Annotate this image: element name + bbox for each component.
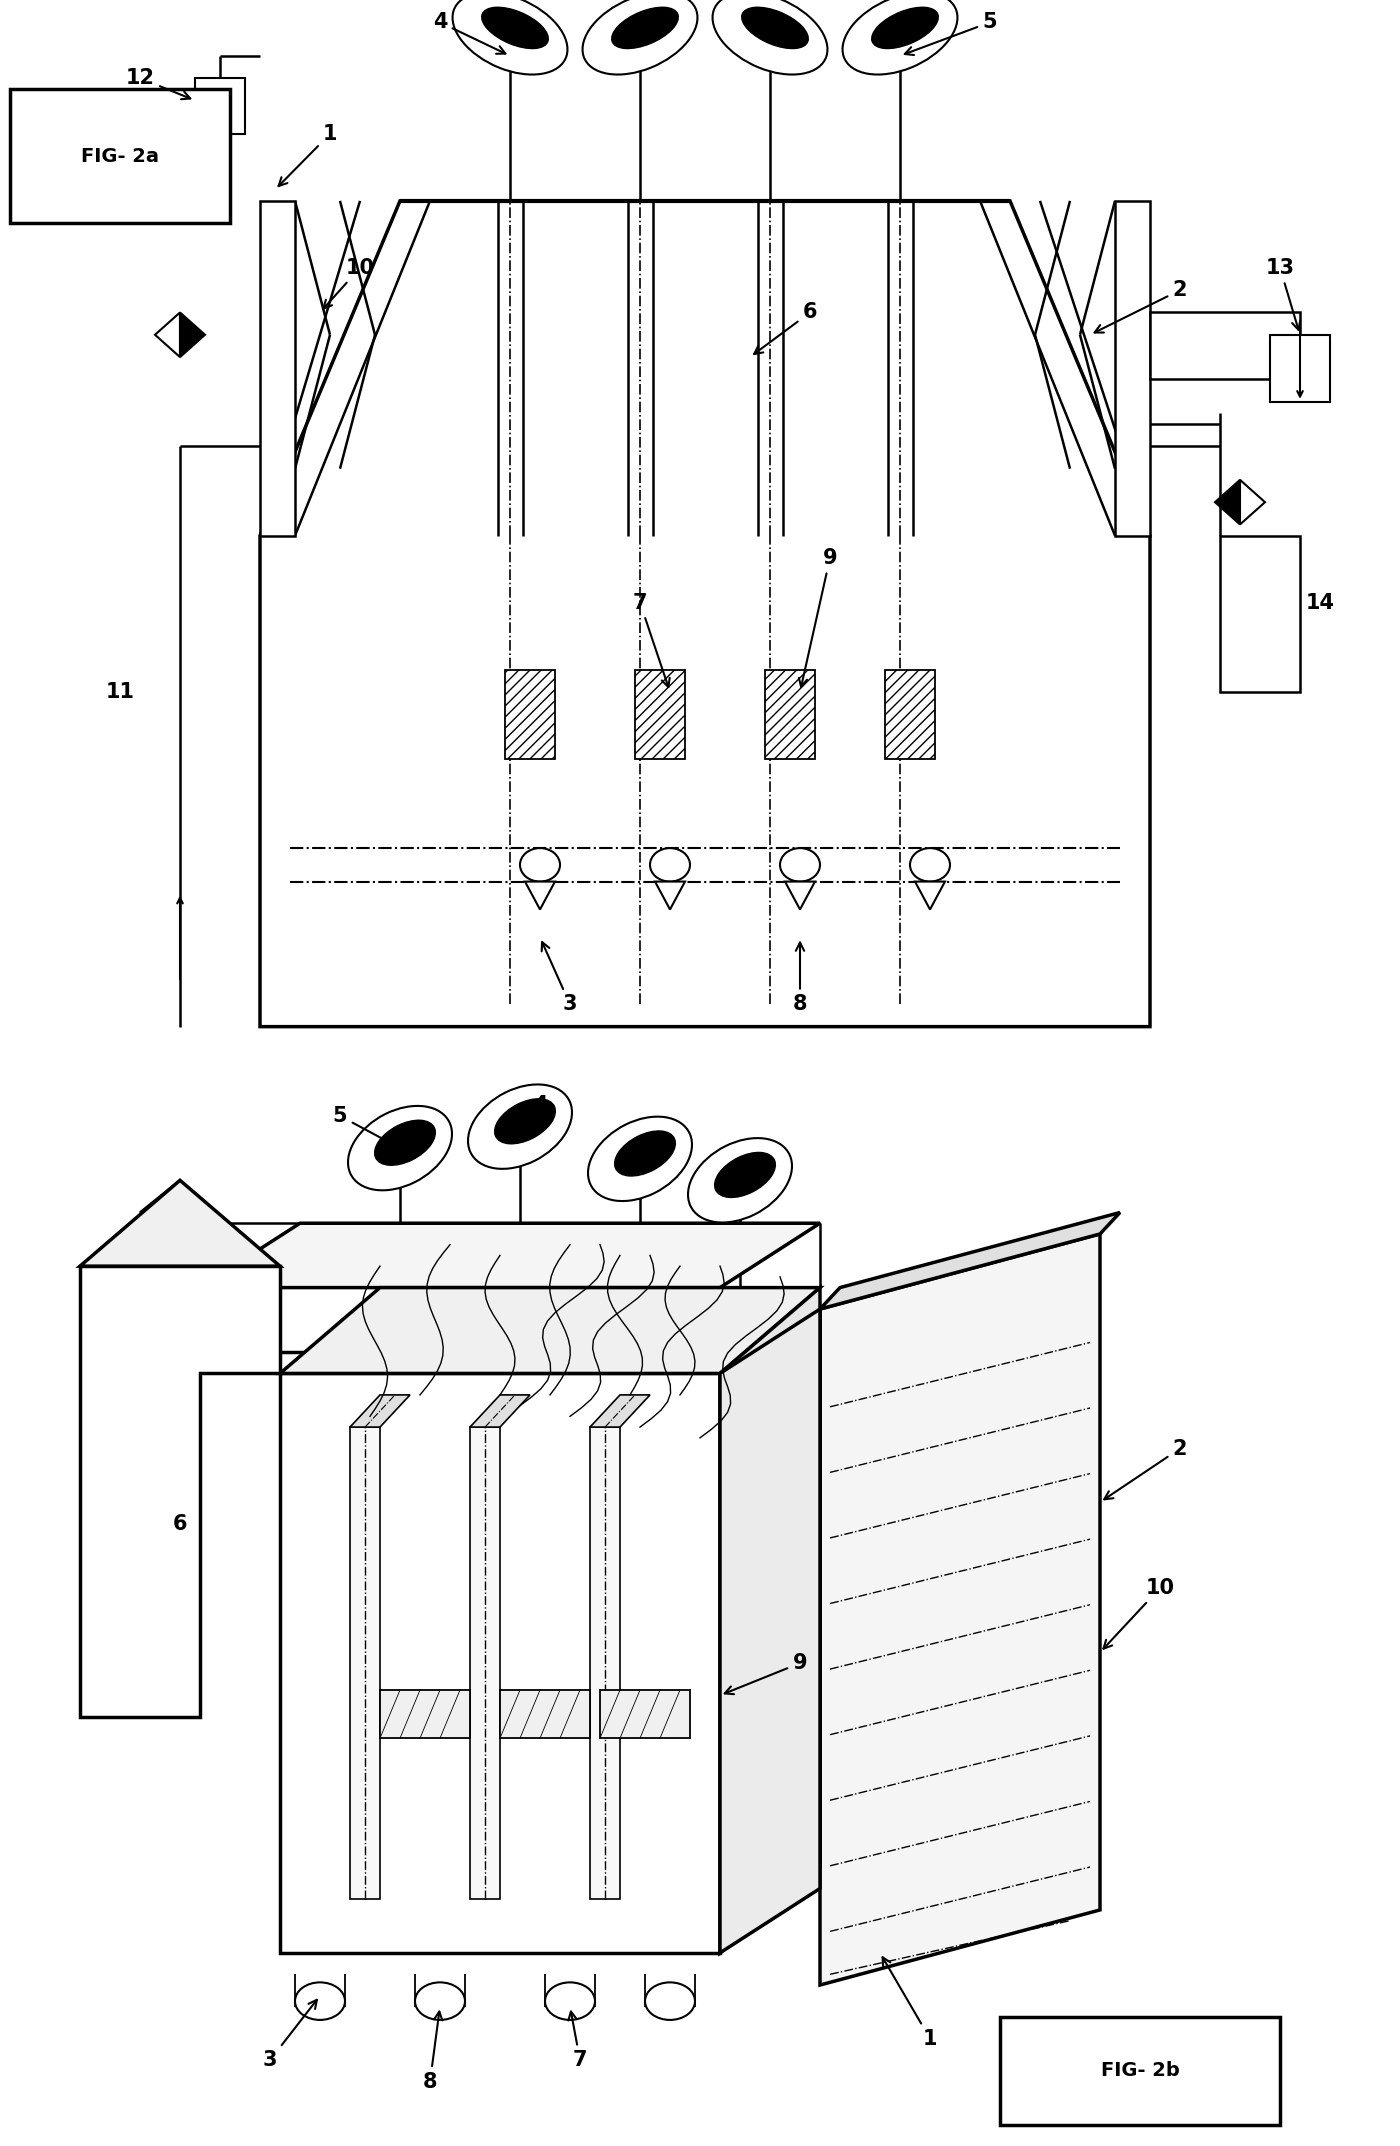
Text: 10: 10 [323,258,375,309]
Bar [379,1691,470,1738]
Text: 3: 3 [263,2000,316,2071]
Polygon shape [80,1180,280,1266]
Ellipse shape [742,6,808,49]
Polygon shape [1215,481,1240,524]
Polygon shape [470,1395,531,1427]
Polygon shape [155,313,181,356]
Ellipse shape [843,0,958,75]
Bar [260,202,295,536]
Text: 10: 10 [1103,1577,1175,1648]
Polygon shape [260,202,1149,1026]
Text: 13: 13 [1266,258,1301,330]
Text: 9: 9 [799,547,837,687]
Polygon shape [80,1266,280,1717]
Text: 5: 5 [333,1105,395,1146]
Text: 12: 12 [126,69,190,99]
Ellipse shape [645,1983,694,2019]
Text: 7: 7 [633,592,669,687]
Ellipse shape [650,848,690,882]
Ellipse shape [468,1084,573,1170]
Text: 11: 11 [105,682,134,702]
Polygon shape [720,1309,820,1953]
Polygon shape [470,1427,500,1899]
Polygon shape [350,1395,410,1427]
Bar [195,77,245,133]
Polygon shape [280,1288,820,1373]
Bar [500,1691,589,1738]
Ellipse shape [910,848,951,882]
Bar [505,670,554,760]
Ellipse shape [582,0,697,75]
Text: 8: 8 [423,2011,442,2092]
Polygon shape [655,882,685,910]
Ellipse shape [687,1137,792,1223]
Polygon shape [916,882,945,910]
Bar [1000,2017,1280,2125]
Ellipse shape [452,0,567,75]
Ellipse shape [780,848,820,882]
Text: 5: 5 [904,13,997,56]
Polygon shape [589,1427,620,1899]
Ellipse shape [615,1131,675,1176]
Bar [1114,202,1149,536]
Polygon shape [200,1223,820,1288]
Text: 14: 14 [1305,592,1334,612]
Text: 4: 4 [433,13,505,54]
Bar [545,1964,595,2007]
Ellipse shape [519,848,560,882]
Polygon shape [525,882,554,910]
Text: 1: 1 [882,1957,937,2049]
Bar [295,1964,344,2007]
Polygon shape [280,1373,720,1953]
Polygon shape [350,1427,379,1899]
Text: 1: 1 [279,124,337,187]
Text: 8: 8 [792,942,808,1015]
Ellipse shape [612,6,678,49]
Bar [1149,313,1301,380]
Ellipse shape [375,1120,435,1165]
Text: 2: 2 [1095,281,1187,333]
Bar [1270,335,1330,401]
Text: 7: 7 [568,2011,587,2071]
Bar [636,670,685,760]
Polygon shape [589,1395,650,1427]
Bar [645,1964,694,2007]
Polygon shape [720,1288,820,1953]
Bar [414,1964,465,2007]
Bar [1219,536,1301,691]
Bar [885,670,935,760]
Bar [10,90,230,223]
Polygon shape [785,882,815,910]
Ellipse shape [545,1983,595,2019]
Text: 4: 4 [522,1094,547,1133]
Text: 9: 9 [725,1652,808,1693]
Text: 6: 6 [755,303,818,354]
Ellipse shape [713,0,827,75]
Ellipse shape [588,1116,692,1202]
Polygon shape [181,313,204,356]
Text: FIG- 2a: FIG- 2a [81,146,160,165]
Ellipse shape [494,1099,556,1144]
Polygon shape [820,1234,1100,1985]
Text: FIG- 2b: FIG- 2b [1100,2062,1179,2079]
Polygon shape [820,1212,1120,1309]
Text: 6: 6 [172,1513,188,1534]
Ellipse shape [482,6,549,49]
Bar [764,670,815,760]
Text: 2: 2 [1105,1438,1187,1500]
Polygon shape [1240,481,1266,524]
Ellipse shape [414,1983,465,2019]
Ellipse shape [349,1105,452,1191]
Ellipse shape [872,6,938,49]
Bar [601,1691,690,1738]
Text: 3: 3 [542,942,577,1015]
Ellipse shape [714,1152,776,1197]
Ellipse shape [295,1983,344,2019]
